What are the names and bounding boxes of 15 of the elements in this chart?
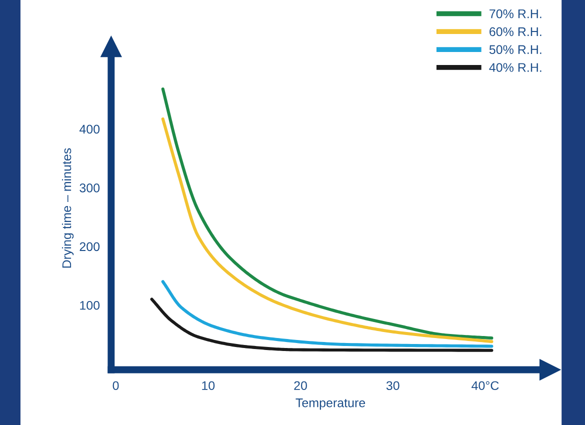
y-tick-label: 100 <box>80 300 100 310</box>
y-tick-label: 400 <box>79 124 100 134</box>
legend-label: 40% R.H. <box>489 63 542 72</box>
y-tick-label: 200 <box>80 242 100 252</box>
x-tick-label: 30 <box>386 381 400 390</box>
x-tick-label: 0 <box>112 381 119 390</box>
x-axis-title: Temperature <box>296 398 366 410</box>
x-tick-label: 10 <box>202 381 215 390</box>
x-tick-label: 20 <box>294 381 307 390</box>
legend-label: 60% R.H. <box>490 27 542 36</box>
legend-label: 50% R.H. <box>489 45 542 54</box>
legend-label: 70% R.H. <box>490 9 542 18</box>
y-axis-title: Drying time – minutes <box>62 148 74 268</box>
x-tick-label: 40°C <box>472 381 499 390</box>
y-tick-label: 300 <box>80 183 100 192</box>
